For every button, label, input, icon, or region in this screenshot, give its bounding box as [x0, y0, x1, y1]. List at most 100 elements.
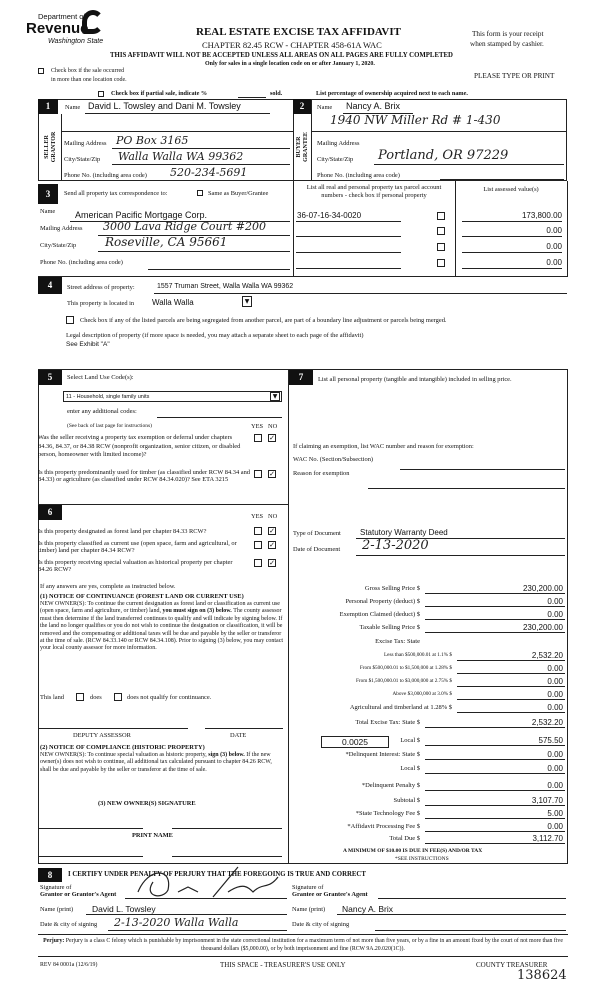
buyer-city-field[interactable]: Portland, OR 97229 [378, 148, 509, 163]
tax-row-value[interactable]: 230,200.00 [522, 623, 563, 632]
sold-label: sold. [270, 90, 283, 97]
additional-codes-label: enter any additional codes: [67, 408, 137, 415]
grantor-date-city-field[interactable]: 2-13-2020 Walla Walla [114, 916, 239, 929]
print-name-line-1[interactable] [38, 856, 143, 857]
minimum-note: A MINIMUM OF $10.00 IS DUE IN FEE(S) AND… [343, 848, 483, 854]
buyer-name-field[interactable]: Nancy A. Brix [346, 101, 401, 111]
seller-address-field[interactable]: PO Box 3165 [116, 134, 189, 147]
multi-location-label: Check box if the sale occurred [51, 68, 125, 74]
doc-type-field[interactable]: Statutory Warranty Deed [360, 528, 448, 537]
tax-row-value[interactable]: 0.00 [547, 781, 563, 790]
tax-row-value[interactable]: 5.00 [547, 809, 563, 818]
tax-row-value[interactable]: 230,200.00 [522, 584, 563, 593]
notice2-text-b: sign (3) below. [208, 752, 245, 758]
tax-row-label: *State Technology Fee $ [355, 810, 420, 817]
sec5-q2-no[interactable]: ✓ [268, 470, 276, 478]
assessed-value-field[interactable]: 0.00 [546, 258, 562, 267]
buyer-phone-field[interactable] [440, 179, 564, 180]
grantor-name-print-field[interactable]: David L. Towsley [92, 904, 156, 914]
tax-row-value[interactable]: 3,107.70 [531, 796, 563, 805]
sec6-q3: Is this property receiving special valua… [38, 559, 233, 573]
personal-property-checkbox[interactable] [437, 227, 445, 235]
personal-property-checkbox[interactable] [437, 259, 445, 267]
sec6-yes-header: YES [251, 513, 264, 520]
assessed-value-field[interactable]: 0.00 [546, 226, 562, 235]
tax-row-value[interactable]: 3,112.70 [532, 834, 563, 843]
seller-name-field[interactable]: David L. Towsley and Dani M. Towsley [88, 101, 241, 111]
grantee-signature-line[interactable] [378, 898, 566, 899]
sec6-q2-yes[interactable] [254, 541, 262, 549]
sec6-q3-no[interactable]: ✓ [268, 559, 276, 567]
located-field[interactable]: Walla Walla [152, 298, 194, 307]
buyer-side-label: BUYER GRANTEE [296, 132, 309, 162]
tax-row-value[interactable]: 0.00 [547, 610, 563, 619]
tax-row-value[interactable]: 575.50 [538, 736, 563, 745]
grantee-date-city-label: Date & city of signing [292, 921, 350, 928]
seller-city-label: City/State/Zip [64, 156, 101, 163]
location-dropdown-arrow[interactable]: ▼ [242, 296, 252, 307]
street-field[interactable]: 1557 Truman Street, Walla Walla WA 99362 [157, 283, 294, 290]
section-5-number: 5 [38, 370, 62, 385]
tax-row-value[interactable]: 0.00 [547, 597, 563, 606]
sec3-phone-field[interactable] [148, 269, 290, 270]
wac-field[interactable] [400, 469, 565, 470]
new-owner-signature-line-2[interactable] [172, 828, 282, 829]
tax-row-value[interactable]: 0.00 [547, 664, 563, 673]
segregated-checkbox[interactable] [66, 316, 74, 324]
doc-date-field[interactable]: 2-13-2020 [362, 538, 429, 553]
seller-phone-field[interactable]: 520-234-5691 [170, 166, 248, 179]
tax-row-label: From $500,000.01 to $1,500,000 at 1.28% … [359, 665, 452, 671]
grantee-date-city-field[interactable] [375, 930, 566, 931]
sec6-q2-no[interactable]: ✓ [268, 541, 276, 549]
assessor-date-line[interactable] [205, 728, 283, 729]
assessed-value-field[interactable]: 0.00 [546, 242, 562, 251]
receipt-note-2: when stamped by cashier. [470, 40, 544, 48]
sec3-city-field[interactable]: Roseville, CA 95661 [105, 235, 228, 249]
reason-field[interactable] [368, 488, 565, 489]
tax-row-value[interactable]: 0.00 [547, 750, 563, 759]
grantee-name-print-field[interactable]: Nancy A. Brix [342, 904, 394, 914]
does-qualify-checkbox[interactable] [76, 693, 84, 701]
does-not-qualify-checkbox[interactable] [114, 693, 122, 701]
partial-percent-field[interactable] [238, 97, 266, 98]
local-rate-field[interactable]: 0.0025 [321, 736, 389, 748]
personal-property-checkbox[interactable] [437, 212, 445, 220]
buyer-address-line-field[interactable]: 1940 NW Miller Rd # 1-430 [330, 113, 501, 127]
notice1-title: (1) NOTICE OF CONTINUANCE (FOREST LAND O… [40, 593, 244, 600]
sec5-q1-yes[interactable] [254, 434, 262, 442]
tax-row-label: Subtotal $ [393, 797, 420, 804]
same-as-buyer-checkbox[interactable] [197, 190, 203, 196]
grantor-signature[interactable] [128, 862, 288, 902]
sec5-q2-yes[interactable] [254, 470, 262, 478]
sec3-name-field[interactable]: American Pacific Mortgage Corp. [75, 210, 208, 220]
personal-property-checkbox[interactable] [437, 243, 445, 251]
sec6-q1-yes[interactable] [254, 527, 262, 535]
land-use-select[interactable]: 11 - Household, single family units [63, 391, 282, 402]
section-3-number: 3 [38, 184, 58, 204]
sec6-q3-yes[interactable] [254, 559, 262, 567]
sec3-address-field[interactable]: 3000 Lava Ridge Court #200 [103, 220, 267, 233]
partial-sale-checkbox[interactable] [98, 91, 104, 97]
sec6-q1-no[interactable]: ✓ [268, 527, 276, 535]
legal-description-field[interactable]: See Exhibit "A" [66, 341, 110, 348]
tax-row-value[interactable]: 0.00 [547, 764, 563, 773]
multi-location-checkbox[interactable] [38, 68, 44, 74]
tax-row-value[interactable]: 0.00 [547, 690, 563, 699]
tax-row-value[interactable]: 0.00 [547, 822, 563, 831]
new-owner-signature-line-1[interactable] [38, 828, 143, 829]
grantor-sig-of: Signature of [40, 884, 72, 891]
tax-row-value[interactable]: 2,532.20 [531, 651, 563, 660]
sec5-q1-no[interactable]: ✓ [268, 434, 276, 442]
parcel-number-field[interactable]: 36-07-16-34-0020 [297, 211, 362, 220]
tax-row-value[interactable]: 2,532.20 [531, 718, 563, 727]
seller-city-field[interactable]: Walla Walla WA 99362 [118, 150, 244, 163]
tax-row-value[interactable]: 0.00 [547, 677, 563, 686]
print-name-line-2[interactable] [172, 856, 282, 857]
land-use-dropdown-arrow[interactable]: ▼ [270, 392, 280, 401]
deputy-assessor-label: DEPUTY ASSESSOR [73, 732, 131, 739]
tax-row-value[interactable]: 0.00 [547, 703, 563, 712]
deputy-assessor-signature-line[interactable] [38, 728, 188, 729]
additional-codes-field[interactable] [157, 417, 282, 418]
assessed-value-field[interactable]: 173,800.00 [521, 211, 562, 220]
seller-name-label: Name [65, 104, 81, 111]
